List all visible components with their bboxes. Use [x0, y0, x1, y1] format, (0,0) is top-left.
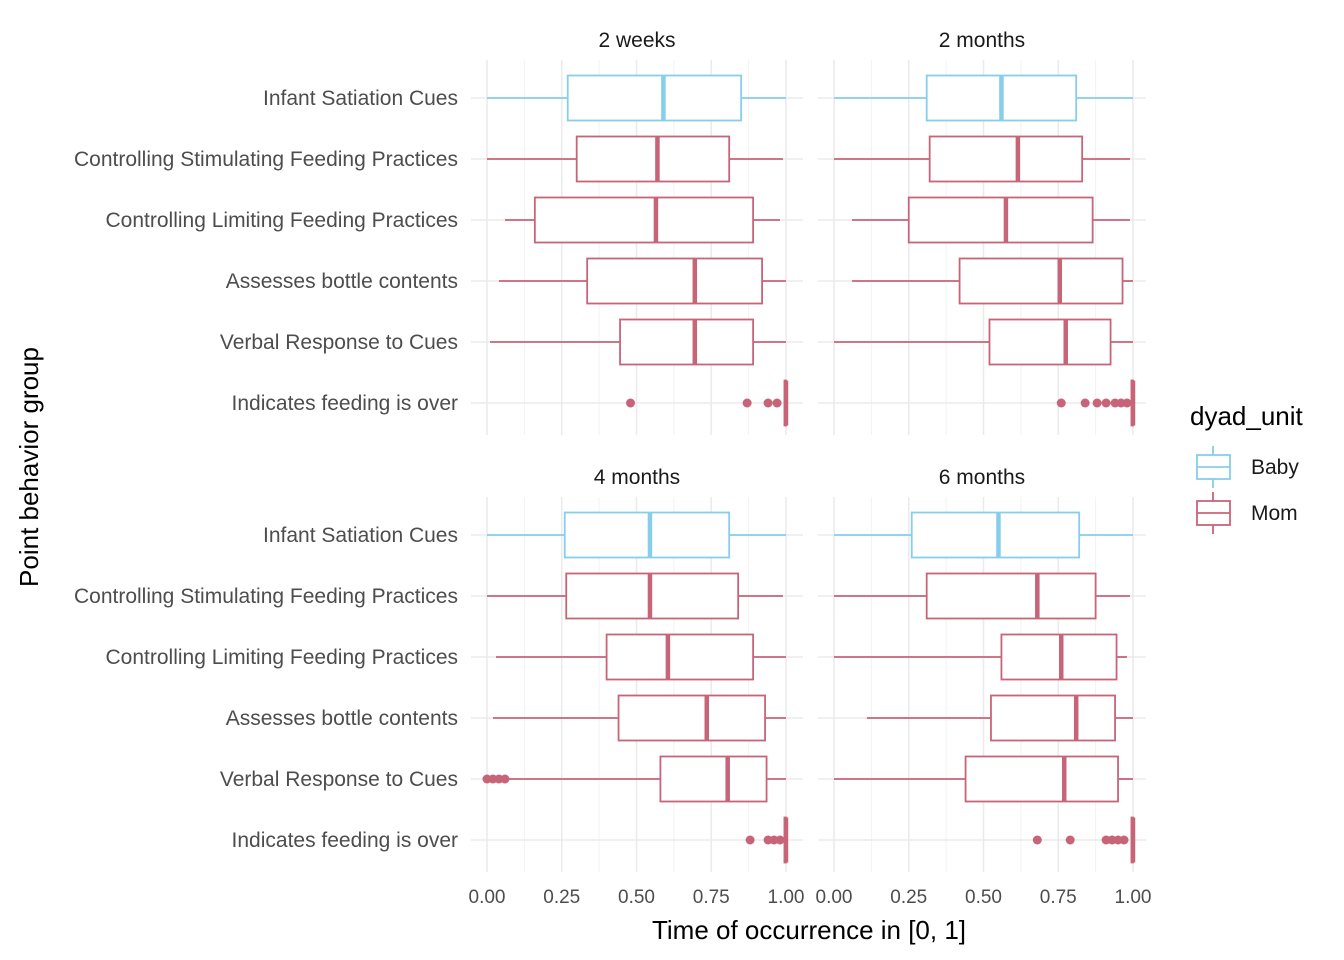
outlier-point [775, 835, 785, 845]
box-iqr [907, 196, 1094, 244]
boxplot-4 [492, 694, 786, 742]
legend-label: Baby [1251, 456, 1299, 479]
boxplot-5 [482, 755, 786, 803]
outlier-point [1119, 835, 1129, 845]
outlier-point [742, 398, 752, 408]
boxplot-1 [834, 511, 1133, 559]
legend-item-baby: Baby [1196, 446, 1299, 488]
legend-title: dyad_unit [1190, 401, 1304, 431]
x-axis-title: Time of occurrence in [0, 1] [652, 915, 966, 945]
box-iqr [617, 694, 766, 742]
legend-item-mom: Mom [1196, 492, 1298, 534]
facet-title: 2 weeks [598, 29, 675, 52]
box-iqr [586, 257, 763, 305]
legend-items: Baby Mom [1196, 446, 1299, 534]
y-tick-label: Controlling Stimulating Feeding Practice… [74, 148, 458, 171]
facet-panel-3: 4 months Infant Satiation Cues Controlling… [74, 466, 805, 908]
y-tick-label: Verbal Response to Cues [220, 331, 458, 354]
facet-title: 6 months [939, 466, 1025, 489]
box-iqr [988, 318, 1112, 366]
box-iqr [619, 318, 755, 366]
boxplot-1 [834, 74, 1133, 122]
legend: dyad_unit Baby Mom [1190, 401, 1304, 534]
facets-layer: 2 weeks Infant Satiation Cues Controlling … [74, 29, 1152, 908]
outlier-point [772, 398, 782, 408]
boxplot-5 [834, 755, 1133, 803]
y-tick-label: Infant Satiation Cues [263, 524, 458, 547]
box-iqr [563, 511, 731, 559]
boxplot-4 [866, 694, 1133, 742]
outlier-point [626, 398, 636, 408]
y-tick-label: Controlling Stimulating Feeding Practice… [74, 585, 458, 608]
facet-panel-2: 2 months [818, 29, 1146, 435]
y-tick-label: Controlling Limiting Feeding Practices [106, 209, 459, 232]
boxplot-3 [495, 633, 786, 681]
box-iqr [964, 755, 1119, 803]
box-iqr [910, 511, 1081, 559]
x-tick-label: 1.00 [1115, 887, 1152, 908]
box-iqr [605, 633, 755, 681]
box-iqr [928, 135, 1084, 183]
outlier-point [1080, 398, 1090, 408]
outlier-point [1056, 398, 1066, 408]
x-tick-label: 0.75 [1040, 887, 1077, 908]
boxplot-6 [626, 379, 789, 427]
x-tick-label: 0.50 [618, 887, 655, 908]
legend-label: Mom [1251, 502, 1298, 525]
facet-title: 4 months [594, 466, 680, 489]
facet-panel-1: 2 weeks Infant Satiation Cues Controlling … [74, 29, 803, 435]
outlier-point [1065, 835, 1075, 845]
outlier-point [745, 835, 755, 845]
boxplot-6 [1056, 379, 1136, 427]
y-tick-label: Controlling Limiting Feeding Practices [106, 646, 459, 669]
x-tick-label: 0.50 [965, 887, 1002, 908]
boxplot-3 [851, 196, 1131, 244]
box-iqr [925, 572, 1097, 620]
outlier-point [1092, 398, 1102, 408]
y-tick-label: Indicates feeding is over [232, 392, 458, 415]
y-tick-label: Indicates feeding is over [232, 829, 458, 852]
boxplot-6 [1032, 816, 1136, 864]
box-iqr [990, 694, 1116, 742]
x-tick-label: 1.00 [768, 887, 805, 908]
boxplot-3 [834, 633, 1128, 681]
outlier-point [500, 774, 510, 784]
x-tick-label: 0.25 [543, 887, 580, 908]
boxplot-5 [489, 318, 786, 366]
outlier-point [1101, 398, 1111, 408]
outlier-point [1122, 398, 1132, 408]
boxplot-2 [834, 135, 1131, 183]
y-tick-label: Verbal Response to Cues [220, 768, 458, 791]
boxplot-4 [851, 257, 1133, 305]
boxplot-4 [498, 257, 786, 305]
boxplot-6 [745, 816, 789, 864]
box-iqr [566, 74, 743, 122]
box-iqr [659, 755, 768, 803]
box-iqr [958, 257, 1124, 305]
facet-panel-4: 6 months 0.00 0.25 0.50 0.75 1.00 [816, 466, 1152, 908]
y-tick-label: Assesses bottle contents [226, 270, 458, 293]
x-tick-label: 0.25 [890, 887, 927, 908]
boxplot-2 [834, 572, 1131, 620]
boxplot-2 [487, 135, 784, 183]
y-tick-label: Assesses bottle contents [226, 707, 458, 730]
boxplot-1 [487, 74, 786, 122]
x-tick-label: 0.00 [469, 887, 506, 908]
boxplot-5 [834, 318, 1133, 366]
boxplot-3 [504, 196, 781, 244]
outlier-point [763, 398, 773, 408]
outlier-point [1032, 835, 1042, 845]
facet-title: 2 months [939, 29, 1025, 52]
x-tick-label: 0.75 [693, 887, 730, 908]
box-iqr [575, 135, 731, 183]
x-tick-label: 0.00 [816, 887, 853, 908]
boxplot-1 [487, 511, 786, 559]
box-iqr [533, 196, 755, 244]
y-tick-label: Infant Satiation Cues [263, 87, 458, 110]
boxplot-2 [487, 572, 784, 620]
y-axis-title: Point behavior group [14, 347, 44, 587]
